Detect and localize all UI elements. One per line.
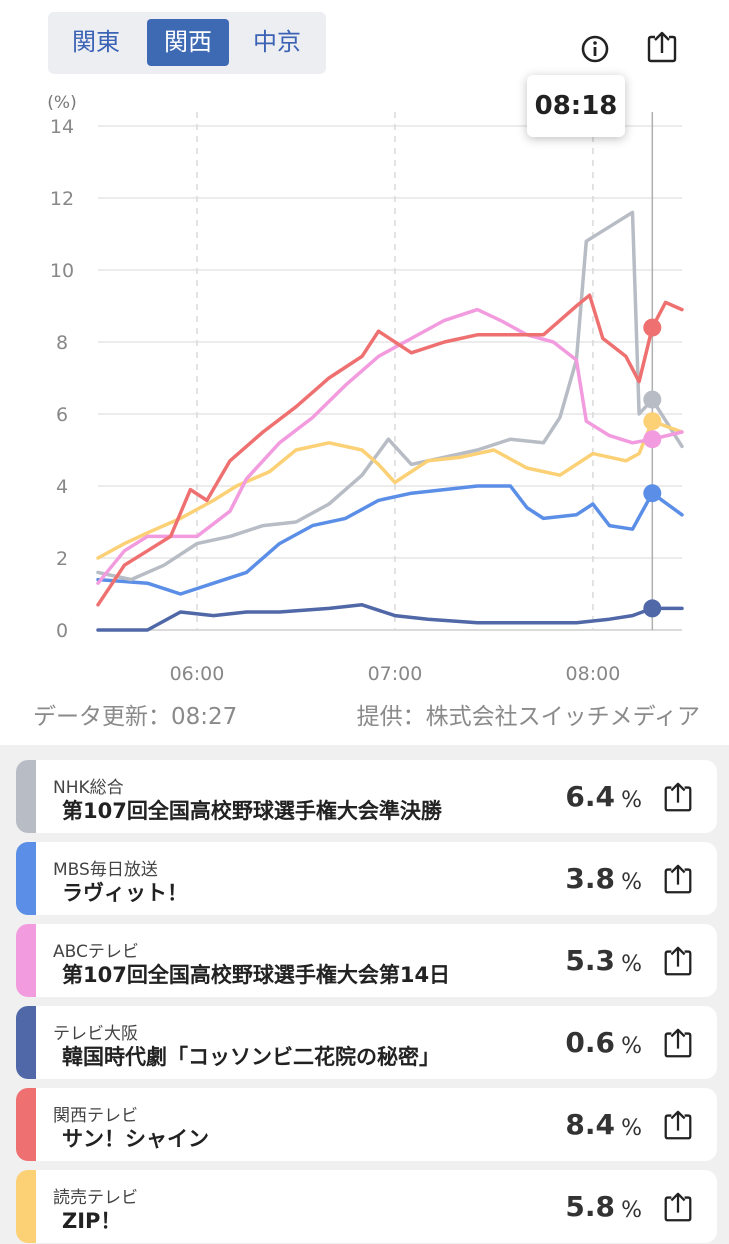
tab-chukyo[interactable]: 中京 (253, 28, 301, 56)
rating-unit: % (621, 952, 642, 977)
rating-unit: % (621, 788, 642, 813)
y-tick-label: 0 (56, 620, 68, 642)
channel-color-bar (16, 1170, 36, 1243)
y-tick-label: 12 (50, 188, 74, 210)
program-title: 第107回全国高校野球選手権大会準決勝 (62, 799, 442, 823)
channel-name: NHK総合 (53, 778, 124, 798)
series-line (96, 293, 684, 607)
channel-name: 読売テレビ (53, 1188, 138, 1208)
program-title: ZIP！ (62, 1209, 122, 1233)
data-provider: 提供：株式会社スイッチメディア (356, 704, 700, 730)
rating-unit: % (621, 870, 642, 895)
region-tabs: 関東 関西 中京 (48, 12, 326, 74)
cursor-marker (643, 484, 662, 503)
series-line (96, 307, 684, 585)
y-tick-label: 2 (56, 548, 68, 570)
y-tick-label: 6 (56, 404, 68, 426)
share-icon[interactable] (644, 29, 680, 65)
channel-card[interactable]: MBS毎日放送 ラヴィット！ 3.8 % (16, 842, 717, 915)
channel-card[interactable]: NHK総合 第107回全国高校野球選手権大会準決勝 6.4 % (16, 760, 717, 833)
channel-name: MBS毎日放送 (53, 860, 158, 880)
rating-value: 5.8 (565, 1190, 615, 1223)
series-line (96, 484, 684, 596)
info-icon[interactable] (579, 33, 611, 65)
tab-kansai[interactable]: 関西 (147, 19, 229, 66)
channel-color-bar (16, 1006, 36, 1079)
channel-name: テレビ大阪 (53, 1024, 138, 1044)
channel-color-bar (16, 1088, 36, 1161)
channel-list: NHK総合 第107回全国高校野球選手権大会準決勝 6.4 % MBS毎日放送 … (0, 745, 729, 1244)
y-tick-label: 8 (56, 332, 68, 354)
y-tick-label: 10 (50, 260, 74, 282)
data-updated: データ更新：08:27 (33, 704, 238, 730)
y-tick-label: 4 (56, 476, 68, 498)
channel-name: 関西テレビ (53, 1106, 138, 1126)
channel-color-bar (16, 760, 36, 833)
rating-unit: % (621, 1198, 642, 1223)
share-icon[interactable] (661, 1190, 695, 1224)
share-icon[interactable] (661, 944, 695, 978)
x-tick-label: 07:00 (368, 663, 423, 685)
rating-chart: (%) 0 2 4 6 8 10 12 14 06:00 07:00 08:00 (47, 93, 684, 685)
share-icon[interactable] (661, 1108, 695, 1142)
share-icon[interactable] (661, 1026, 695, 1060)
series-line (96, 419, 684, 560)
channel-card[interactable]: 読売テレビ ZIP！ 5.8 % (16, 1170, 717, 1243)
x-tick-label: 08:00 (566, 663, 621, 685)
rating-value: 8.4 (565, 1108, 615, 1141)
y-axis-label: (%) (47, 93, 76, 113)
channel-card[interactable]: テレビ大阪 韓国時代劇「コッソンビ二花院の秘密」 0.6 % (16, 1006, 717, 1079)
program-title: 第107回全国高校野球選手権大会第14日 (62, 963, 451, 987)
rating-unit: % (621, 1034, 642, 1059)
cursor-marker (643, 599, 662, 618)
cursor-time-tooltip: 08:18 (527, 75, 625, 137)
program-title: ラヴィット！ (62, 881, 188, 905)
x-tick-label: 06:00 (170, 663, 225, 685)
channel-color-bar (16, 924, 36, 997)
rating-value: 5.3 (565, 944, 615, 977)
channel-color-bar (16, 842, 36, 915)
channel-card[interactable]: 関西テレビ サン！シャイン 8.4 % (16, 1088, 717, 1161)
rating-value: 3.8 (565, 862, 615, 895)
series-line (96, 210, 684, 582)
share-icon[interactable] (661, 862, 695, 896)
rating-value: 6.4 (565, 780, 615, 813)
channel-name: ABCテレビ (53, 942, 139, 962)
cursor-marker (643, 430, 662, 449)
program-title: 韓国時代劇「コッソンビ二花院の秘密」 (62, 1045, 440, 1069)
chart-panel: 関東 関西 中京 (%) 0 2 4 6 8 10 12 14 06:00 07:00 08:00 0… (33, 12, 700, 730)
series-line (96, 603, 684, 632)
cursor-marker (643, 412, 662, 431)
tab-kanto[interactable]: 関東 (72, 28, 120, 56)
y-tick-label: 14 (50, 116, 74, 138)
rating-unit: % (621, 1116, 642, 1141)
channel-card[interactable]: ABCテレビ 第107回全国高校野球選手権大会第14日 5.3 % (16, 924, 717, 997)
cursor-marker (643, 318, 662, 337)
cursor-marker (643, 390, 662, 409)
program-title: サン！シャイン (62, 1127, 209, 1151)
share-icon[interactable] (661, 780, 695, 814)
rating-value: 0.6 (565, 1026, 615, 1059)
